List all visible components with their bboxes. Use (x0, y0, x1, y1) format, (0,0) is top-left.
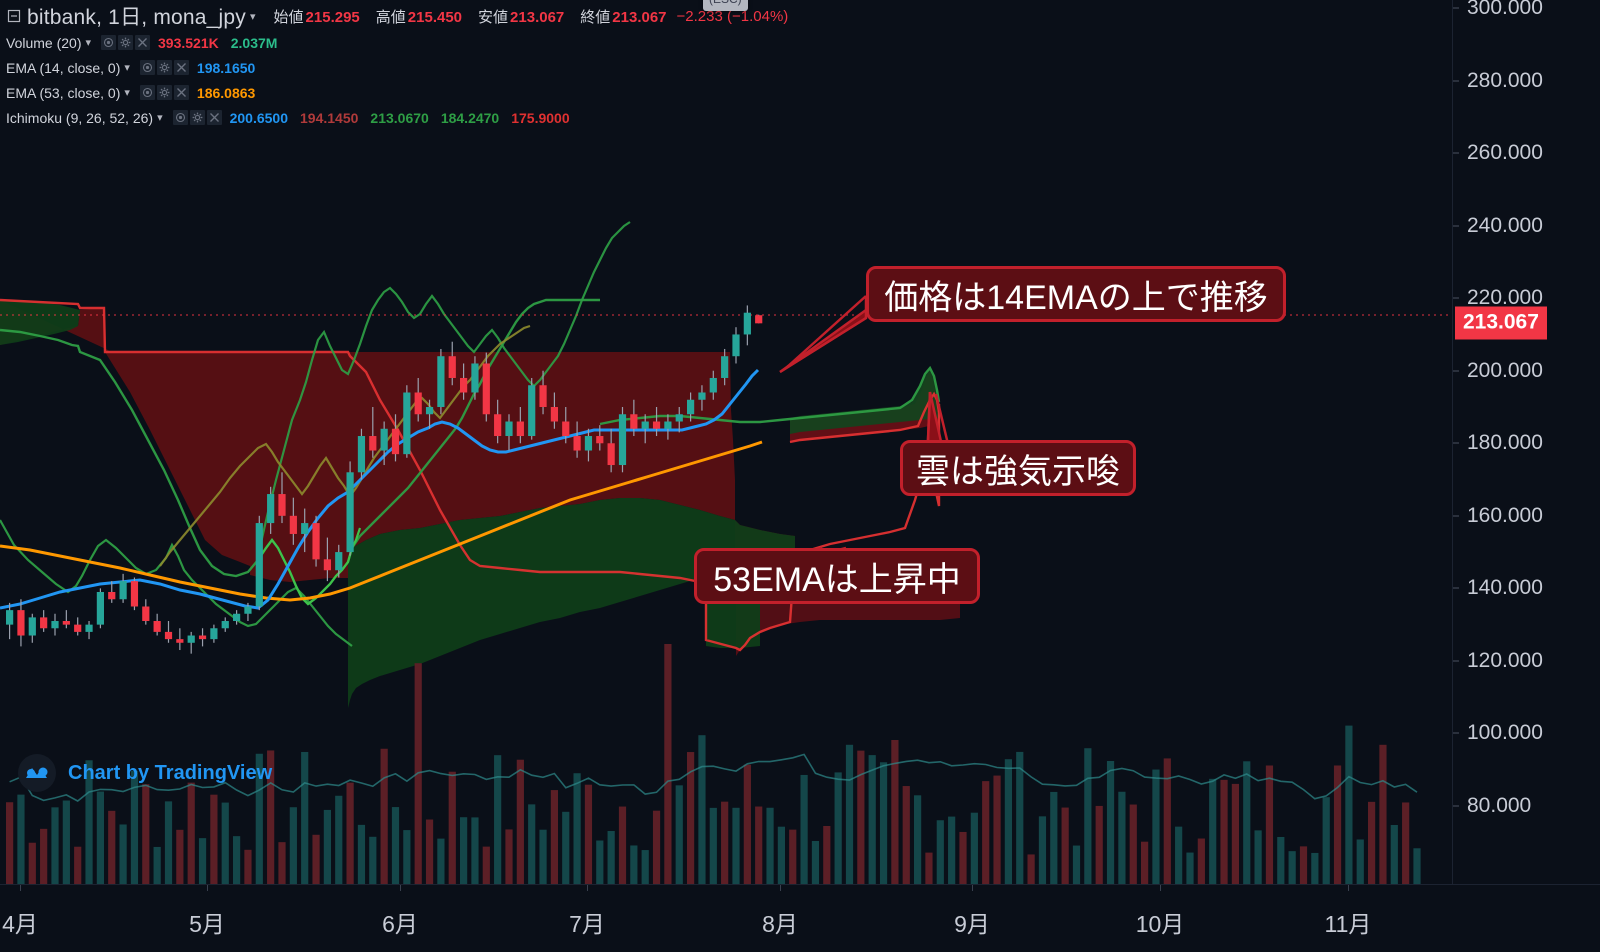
time-tick-label: 7月 (569, 911, 605, 937)
price-tick-mark (1453, 7, 1459, 9)
time-tick-mark (207, 885, 208, 891)
price-tick-label: 240.000 (1467, 213, 1543, 237)
annotation-ema14[interactable]: 価格は14EMAの上で推移 (866, 266, 1286, 322)
price-tick-mark (1453, 297, 1459, 299)
current-price-badge[interactable]: 213.067 (1455, 306, 1547, 340)
price-tick-label: 100.000 (1467, 721, 1543, 745)
annotation-ema53[interactable]: 53EMAは上昇中 (694, 548, 980, 604)
price-tick-label: 200.000 (1467, 358, 1543, 382)
price-tick-label: 260.000 (1467, 141, 1543, 165)
price-tick-label: 120.000 (1467, 648, 1543, 672)
price-tick-label: 160.000 (1467, 503, 1543, 527)
time-tick-label: 4月 (2, 911, 38, 937)
price-tick-mark (1453, 370, 1459, 372)
price-tick-label: 180.000 (1467, 431, 1543, 455)
annotation-cloud[interactable]: 雲は強気示唆 (900, 440, 1136, 496)
price-tick-mark (1453, 515, 1459, 517)
price-tick-mark (1453, 732, 1459, 734)
time-tick-mark (972, 885, 973, 891)
time-tick-label: 10月 (1135, 911, 1185, 937)
chart-canvas[interactable]: bitbank, 1日, mona_jpy ▾ 始値 215.295 高値 215.… (0, 0, 1452, 884)
time-tick-label: 5月 (189, 911, 225, 937)
price-tick-label: 280.000 (1467, 68, 1543, 92)
time-tick-mark (20, 885, 21, 891)
time-tick-mark (1348, 885, 1349, 891)
time-tick-label: 8月 (762, 911, 798, 937)
price-tick-mark (1453, 442, 1459, 444)
price-tick-label: 80.000 (1467, 794, 1532, 817)
price-tick-mark (1453, 587, 1459, 589)
time-tick-mark (780, 885, 781, 891)
price-tick-label: 300.000 (1467, 0, 1543, 19)
time-tick-mark (1160, 885, 1161, 891)
esc-tooltip: (ESC) (703, 0, 748, 11)
time-tick-mark (400, 885, 401, 891)
time-tick-label: 6月 (382, 911, 418, 937)
price-tick-mark (1453, 80, 1459, 82)
price-chart-svg (0, 221, 1452, 884)
price-tick-label: 140.000 (1467, 576, 1543, 600)
time-axis[interactable]: 4月 5月 6月 7月 8月 9月 10月 11月 (0, 884, 1600, 952)
price-tick-mark (1453, 225, 1459, 227)
price-tick-mark (1453, 805, 1459, 807)
price-tick-label: 220.000 (1467, 286, 1543, 310)
time-tick-label: 11月 (1324, 911, 1372, 937)
price-tick-mark (1453, 152, 1459, 154)
price-axis[interactable]: 300.000 280.000 260.000 240.000 220.000 200.0… (1452, 0, 1600, 884)
time-tick-label: 9月 (954, 911, 990, 937)
time-tick-mark (587, 885, 588, 891)
price-tick-mark (1453, 660, 1459, 662)
